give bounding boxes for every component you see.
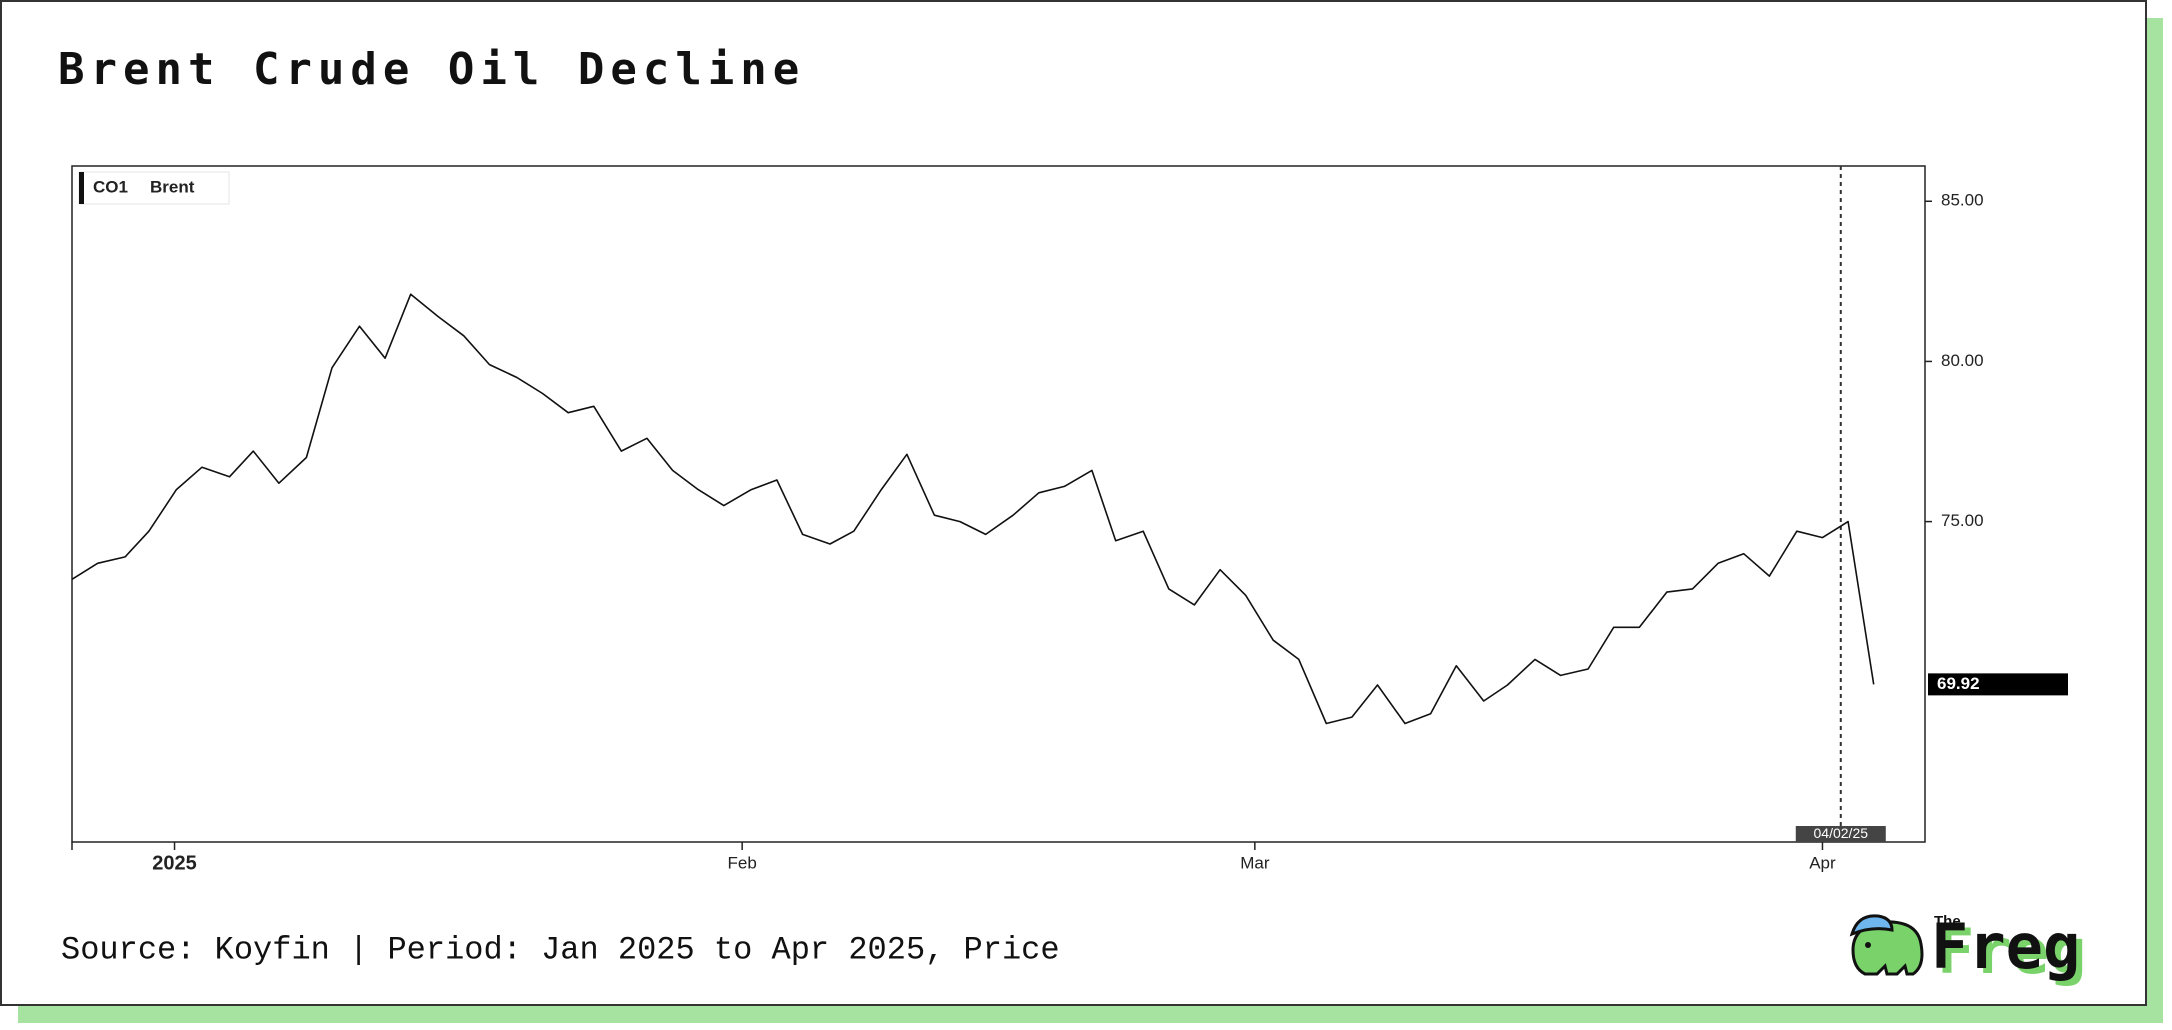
y-tick-label: 80.00 [1941, 351, 1984, 370]
logo-shadow: Freg [1937, 915, 2086, 988]
legend-label: Brent [150, 177, 195, 196]
last-value-label: 69.92 [1937, 674, 1980, 693]
x-tick-label: 2025 [152, 852, 197, 874]
logo-eye [1865, 942, 1871, 948]
y-tick-label: 85.00 [1941, 191, 1984, 210]
crosshair-label-box [1795, 826, 1886, 842]
chart-title: Brent Crude Oil Decline [58, 44, 805, 95]
crosshair-label: 04/02/25 [1814, 825, 1869, 841]
x-tick-label: Apr [1809, 853, 1836, 872]
last-value-box [1928, 673, 2068, 696]
legend-ticker: CO1 [93, 177, 128, 196]
logo-name: Freg [1931, 910, 2080, 983]
legend: CO1 Brent [78, 171, 230, 205]
logo-hat [1849, 914, 1894, 937]
price-line [71, 293, 1875, 725]
source-note: Source: Koyfin | Period: Jan 2025 to Apr… [61, 931, 1060, 968]
legend-swatch [79, 172, 84, 204]
plot-frame [71, 165, 1926, 843]
logo: The Freg Freg [1849, 910, 2086, 988]
x-tick-label: Mar [1240, 853, 1270, 872]
x-tick-label: Feb [728, 853, 757, 872]
y-tick-label: 75.00 [1941, 511, 1984, 530]
legend-box [78, 171, 230, 205]
logo-small: The [1934, 913, 1961, 930]
